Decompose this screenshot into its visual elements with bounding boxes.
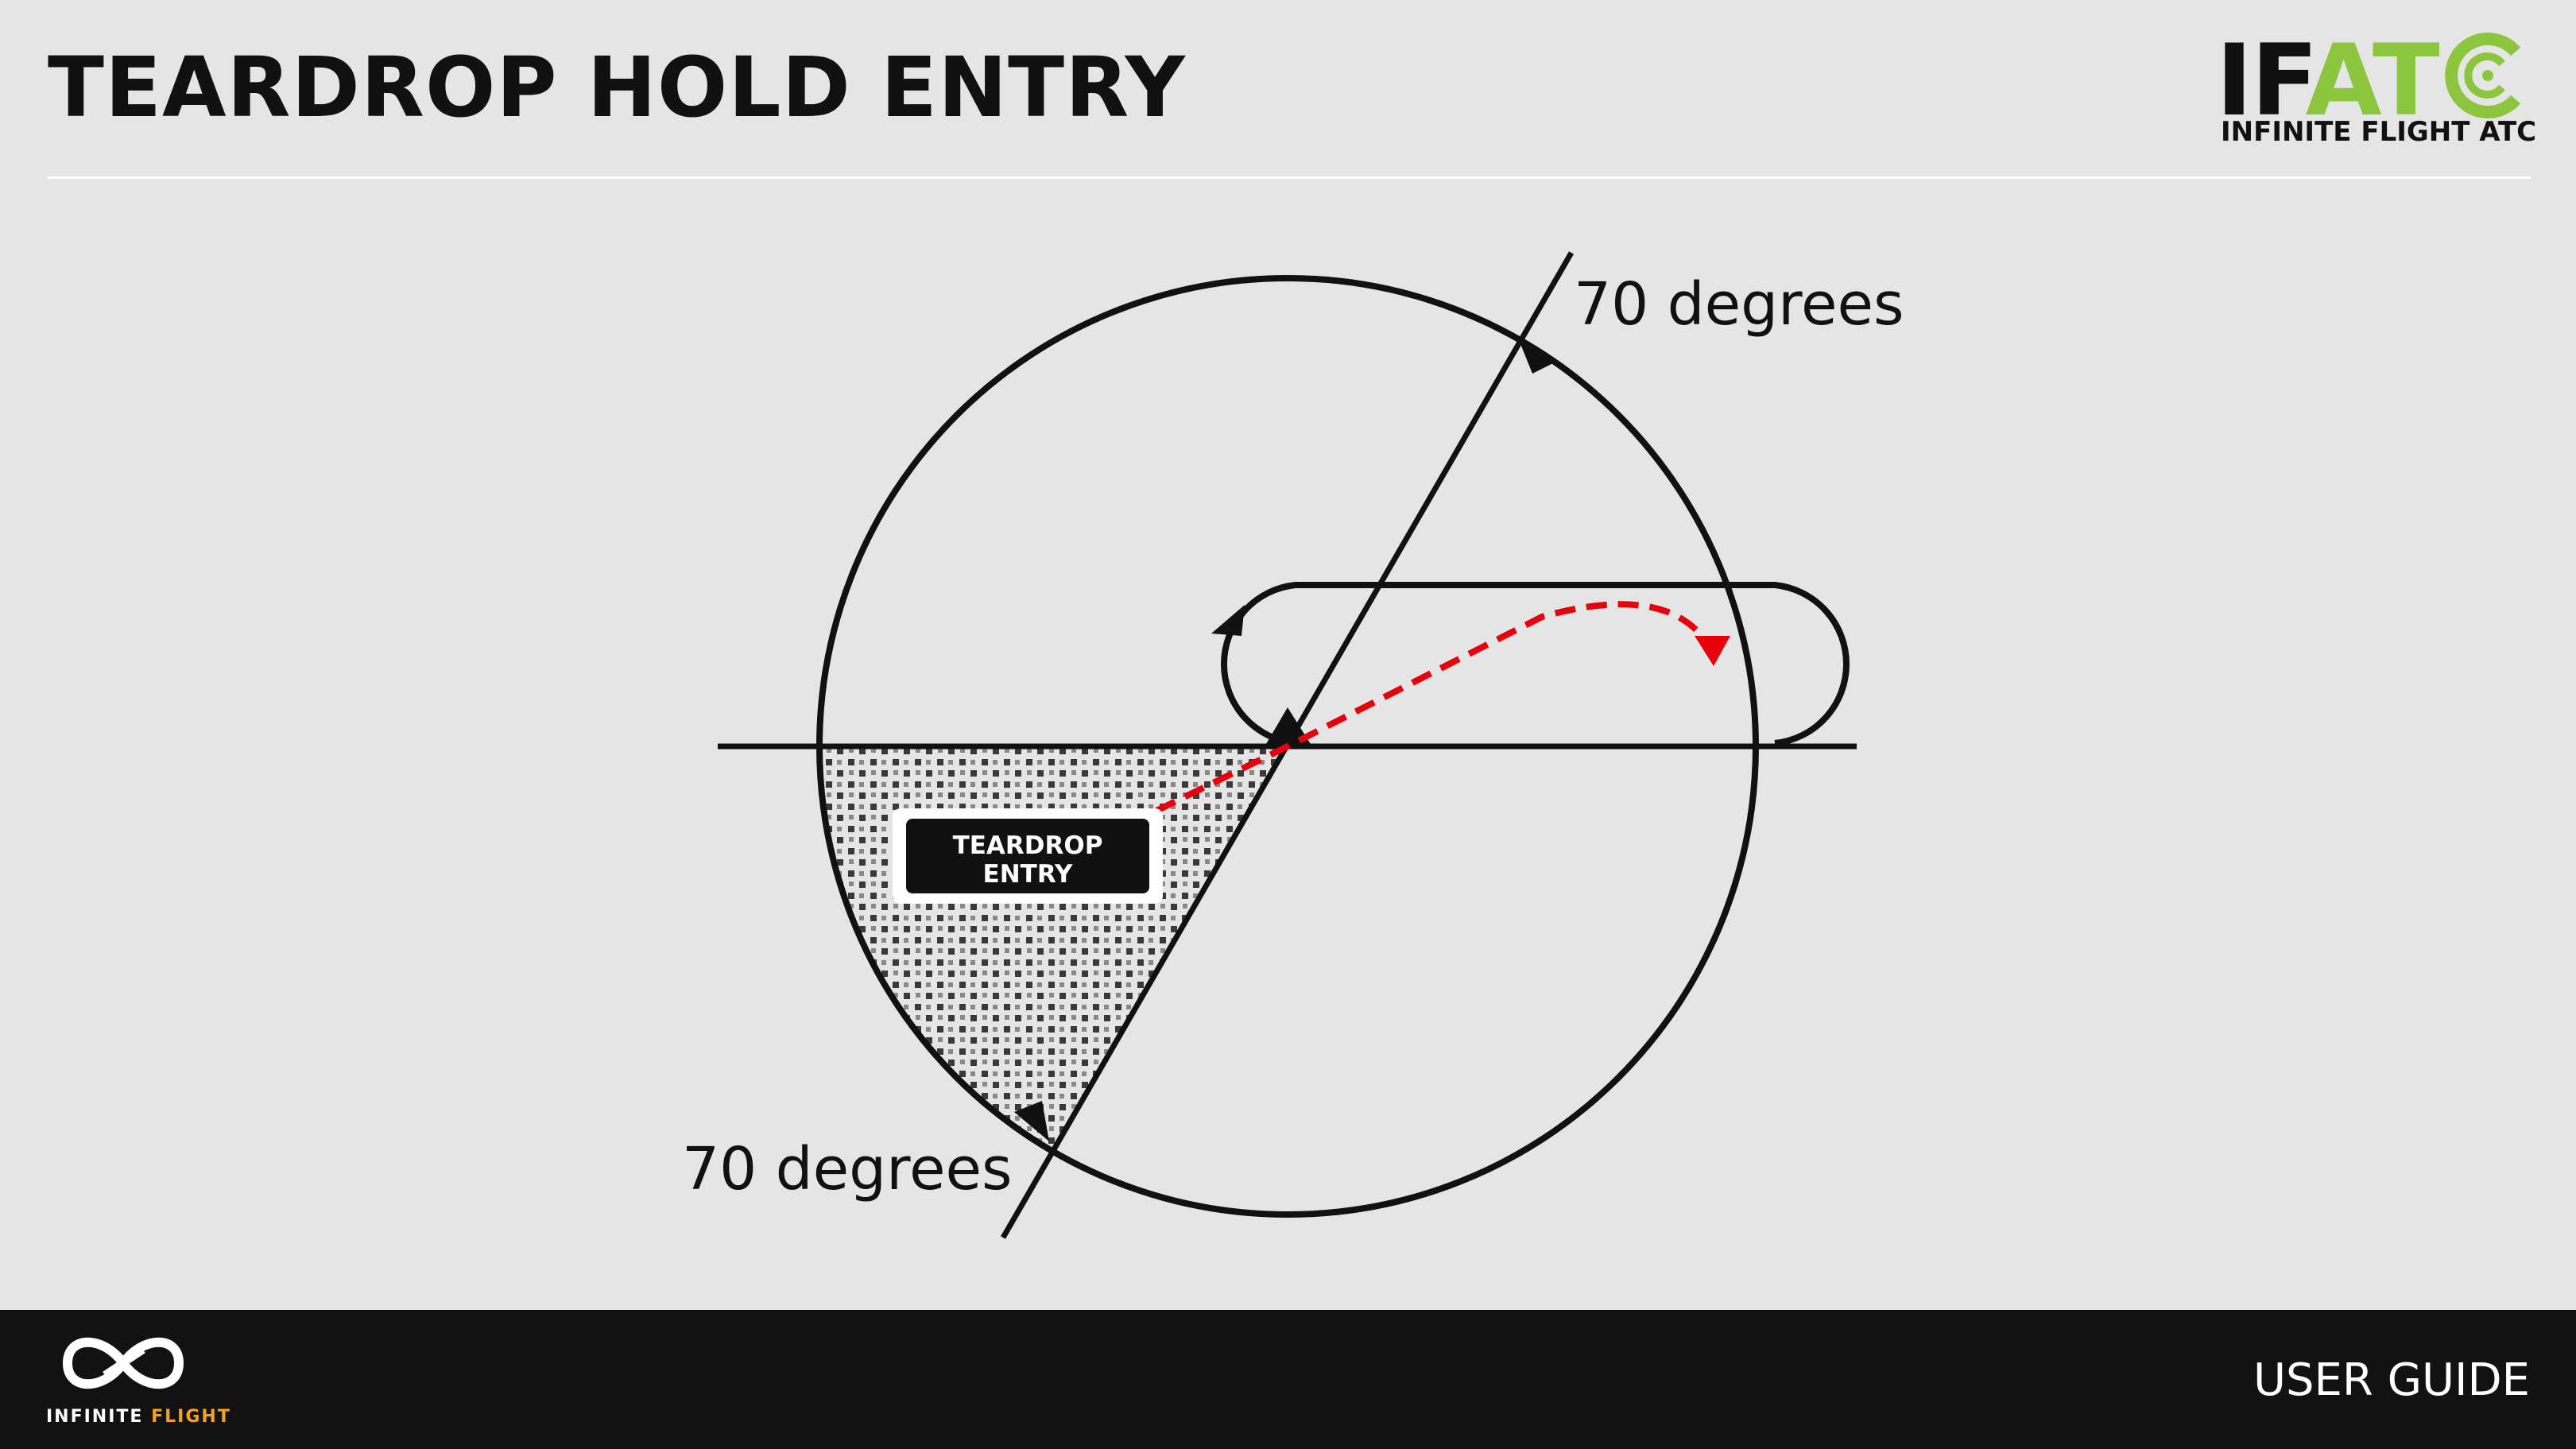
page-title: TEARDROP HOLD ENTRY (48, 39, 1186, 136)
header-divider (48, 176, 2531, 179)
ifatc-logo: IFAT INFINITE FLIGHT ATC (2216, 32, 2537, 151)
teardrop-entry-tag: TEARDROP ENTRY (893, 808, 1163, 904)
ifatc-letters-if: IF (2216, 24, 2307, 138)
teardrop-entry-path (1155, 601, 1717, 814)
tag-line-1: TEARDROP (953, 831, 1103, 860)
ifatc-subtitle: INFINITE FLIGHT ATC (2221, 116, 2537, 148)
footer-brand-main: INFINITE (46, 1407, 144, 1427)
ifatc-letters-at: AT (2305, 24, 2440, 138)
footer-brand-accent: FLIGHT (151, 1407, 231, 1427)
hold-turn-arrow (1211, 605, 1245, 636)
user-guide-label: USER GUIDE (2253, 1354, 2530, 1406)
holding-pattern (1220, 582, 1850, 746)
footer-bar: INFINITE FLIGHT USER GUIDE (0, 1310, 2576, 1449)
ifatc-c-ring-icon (2445, 33, 2521, 118)
infinite-flight-infinity-icon (62, 1337, 184, 1389)
teardrop-hold-diagram: 70 degrees 70 degrees TEARDROP ENTRY (682, 251, 1904, 1239)
lower-angle-label: 70 degrees (682, 1135, 1013, 1203)
infinite-flight-wordmark: INFINITE FLIGHT (46, 1407, 231, 1427)
tag-line-2: ENTRY (983, 860, 1073, 889)
ifatc-wordmark: IFAT (2216, 32, 2440, 130)
lower-arc-arrow (1014, 1101, 1049, 1141)
upper-arc-arrow (1517, 336, 1558, 374)
upper-angle-label: 70 degrees (1574, 270, 1904, 339)
entry-path-arrowhead (1695, 636, 1730, 666)
